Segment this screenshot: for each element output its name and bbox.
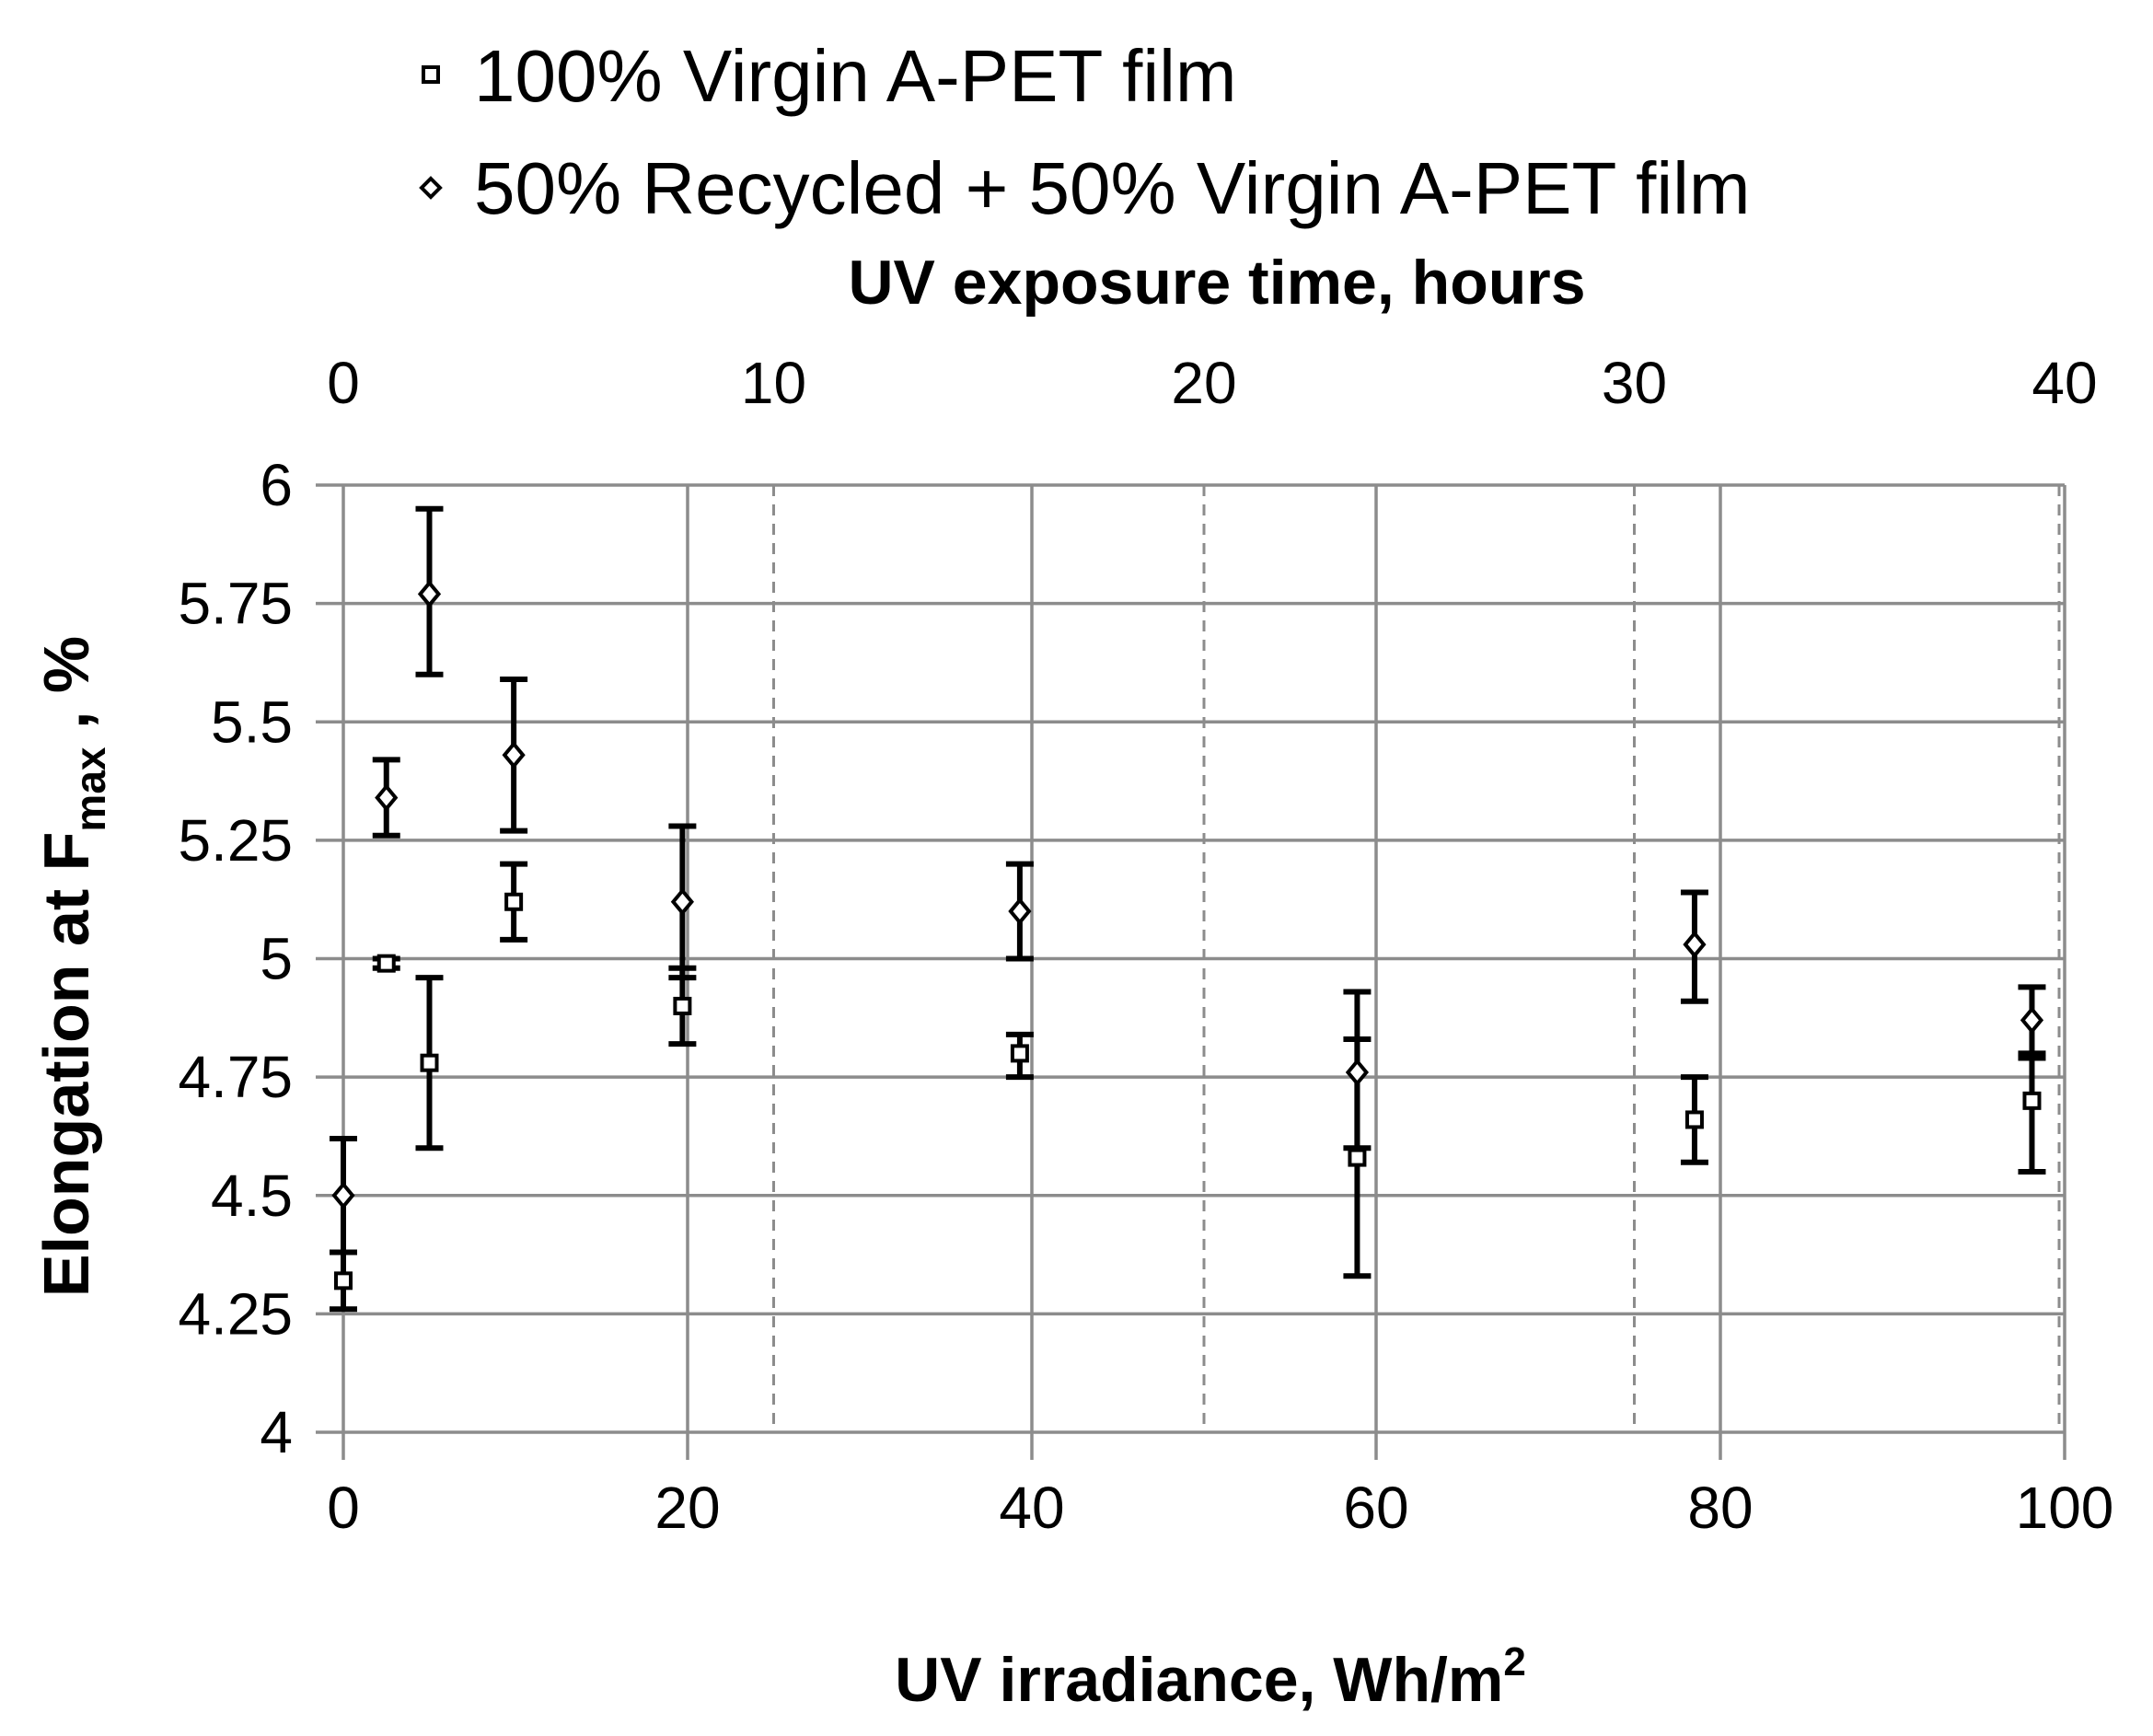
data-point-recycled [417, 580, 442, 608]
grid-layer [316, 483, 2066, 1460]
data-point-recycled [331, 1181, 355, 1209]
legend: 100% Virgin A-PET film 50% Recycled + 50… [419, 35, 1751, 229]
data-point-virgin [673, 996, 692, 1015]
x-tick-label: 60 [1343, 1475, 1408, 1541]
x2-tick-label: 10 [741, 350, 806, 416]
data-point-virgin [1348, 1148, 1367, 1167]
x2-tick-label: 40 [2031, 350, 2097, 416]
data-point-recycled [670, 887, 694, 916]
data-point-virgin [334, 1271, 353, 1290]
data-point-virgin [420, 1053, 439, 1072]
data-point-recycled [375, 783, 399, 812]
marker-layer [331, 580, 2044, 1290]
data-point-virgin [1684, 1110, 1704, 1129]
y-tick-label: 6 [260, 452, 293, 518]
data-point-recycled [1008, 897, 1032, 926]
y-tick-label: 5.5 [211, 689, 293, 755]
y-tick-label: 4.25 [178, 1280, 293, 1347]
data-point-recycled [502, 741, 526, 770]
x-tick-label: 80 [1687, 1475, 1753, 1541]
y-tick-label: 4.75 [178, 1044, 293, 1110]
x-tick-label: 40 [999, 1475, 1064, 1541]
y-tick-label: 5 [260, 926, 293, 992]
x2-tick-label: 30 [1602, 350, 1667, 416]
x-tick-label: 100 [2016, 1475, 2114, 1541]
y-tick-label: 4 [260, 1399, 293, 1465]
top-axis-title: UV exposure time, hours [848, 248, 1585, 318]
y-tick-label: 5.25 [178, 807, 293, 874]
legend-marker-virgin [422, 65, 440, 84]
x2-tick-label: 20 [1171, 350, 1236, 416]
data-point-virgin [1010, 1044, 1029, 1063]
y-tick-label: 5.75 [178, 571, 293, 637]
data-point-recycled [1683, 930, 1707, 959]
data-point-virgin [2022, 1091, 2042, 1110]
y-axis-title: Elongation at Fmax , % [30, 636, 114, 1297]
data-point-recycled [2020, 1006, 2044, 1035]
data-point-virgin [376, 954, 396, 973]
legend-label-recycled: 50% Recycled + 50% Virgin A-PET film [474, 147, 1751, 229]
bottom-axis-title: UV irradiance, Wh/m2 [895, 1639, 1526, 1715]
error-bar-layer [330, 505, 2046, 1313]
data-point-virgin [504, 892, 524, 911]
x-tick-label: 0 [327, 1475, 360, 1541]
legend-label-virgin: 100% Virgin A-PET film [474, 35, 1237, 117]
legend-marker-recycled [419, 176, 443, 200]
x-tick-label: 20 [654, 1475, 720, 1541]
y-tick-label: 4.5 [211, 1163, 293, 1229]
x2-tick-label: 0 [327, 350, 360, 416]
data-point-recycled [1345, 1058, 1370, 1087]
